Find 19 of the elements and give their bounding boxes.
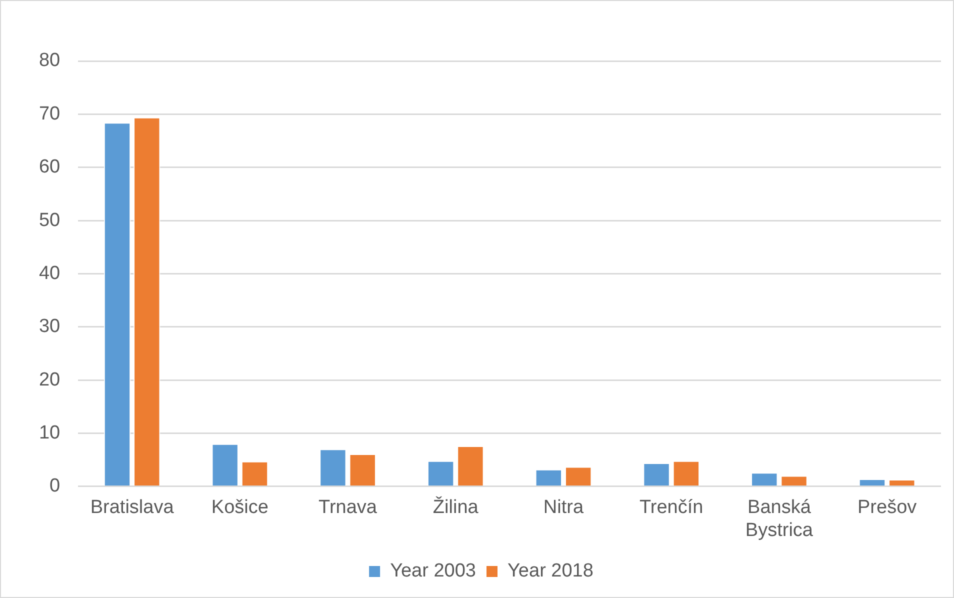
legend-label: Year 2003	[390, 560, 476, 582]
x-tick-label: Košice	[211, 497, 268, 518]
y-tick-label: 70	[38, 103, 60, 124]
y-tick-label: 0	[50, 476, 60, 497]
x-tick-label: Trenčín	[639, 497, 704, 518]
x-tick-label: Trnava	[318, 497, 378, 518]
x-tick-label: Prešov	[858, 497, 918, 518]
y-tick-label: 40	[38, 262, 60, 284]
y-tick-label: 20	[38, 369, 60, 390]
y-tick-label: 30	[38, 316, 60, 338]
x-tick-label: Bratislava	[90, 497, 174, 518]
y-tick-label: 80	[38, 50, 60, 72]
x-tick-label: Žilina	[432, 496, 479, 518]
y-tick-label: 60	[38, 156, 60, 178]
x-tick-label: Nitra	[543, 497, 584, 518]
legend-label: Year 2018	[508, 560, 594, 582]
x-tick-label: Banská Bystrica	[745, 497, 814, 541]
y-tick-label: 10	[38, 422, 60, 444]
y-tick-label: 50	[38, 210, 60, 231]
